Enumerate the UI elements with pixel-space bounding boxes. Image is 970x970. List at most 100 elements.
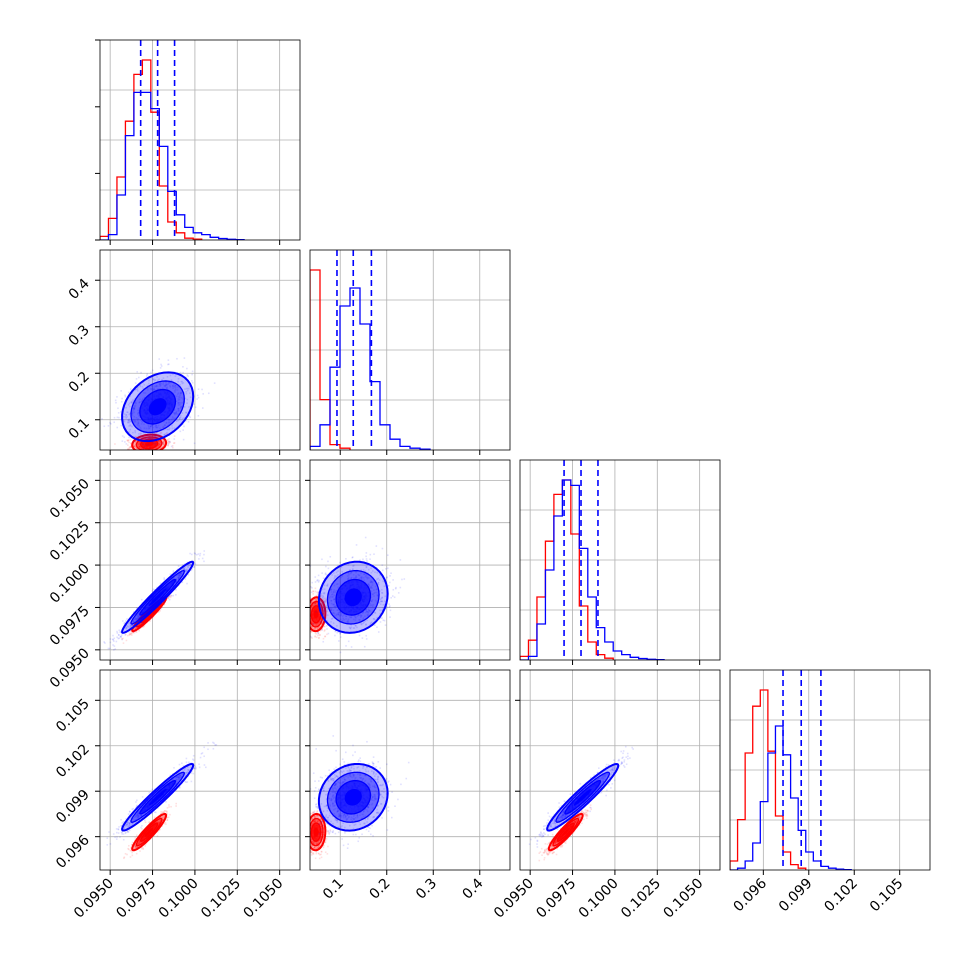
scatter-point — [155, 446, 157, 448]
scatter-point — [149, 446, 151, 449]
scatter-point — [144, 438, 147, 440]
scatter-point — [387, 554, 389, 556]
scatter-point — [182, 365, 184, 368]
scatter-point — [150, 448, 152, 450]
scatter-point — [137, 412, 139, 415]
scatter-point — [173, 412, 176, 414]
scatter-point — [322, 637, 325, 640]
scatter-point — [137, 444, 140, 446]
scatter-point — [144, 615, 146, 618]
scatter-point — [133, 411, 136, 414]
scatter-point — [320, 616, 322, 618]
scatter-point — [137, 620, 140, 622]
scatter-point — [146, 444, 148, 446]
scatter-point — [191, 559, 194, 562]
scatter-point — [186, 402, 188, 405]
scatter-point — [123, 413, 126, 415]
scatter-point — [127, 444, 129, 446]
scatter-point — [176, 568, 179, 571]
scatter-point — [177, 565, 180, 567]
scatter-point — [368, 609, 370, 612]
scatter-point — [153, 438, 156, 440]
scatter-point — [139, 419, 142, 421]
scatter-point — [115, 640, 118, 643]
scatter-point — [132, 445, 135, 448]
scatter-point — [135, 378, 138, 380]
scatter-point — [317, 622, 320, 625]
scatter-point — [128, 621, 131, 624]
scatter-point — [360, 572, 362, 574]
scatter-point — [160, 441, 162, 444]
scatter-point — [177, 401, 179, 404]
scatter-point — [151, 424, 153, 427]
scatter-point — [154, 436, 157, 438]
scatter-point — [314, 624, 317, 627]
scatter-point — [144, 448, 147, 450]
scatter-point — [161, 442, 164, 445]
scatter-point — [132, 621, 135, 623]
scatter-point — [156, 384, 158, 387]
scatter-point — [320, 602, 322, 605]
scatter-point — [133, 627, 136, 630]
scatter-point — [318, 636, 320, 639]
scatter-point — [201, 388, 203, 391]
scatter-point — [316, 591, 318, 594]
scatter-point — [175, 580, 177, 583]
scatter-point — [160, 451, 162, 453]
density-contour — [310, 605, 322, 624]
scatter-point — [345, 645, 347, 647]
scatter-point — [314, 603, 316, 605]
scatter-point — [184, 569, 186, 572]
scatter-point — [178, 578, 180, 580]
scatter-point — [187, 563, 190, 566]
scatter-point — [163, 433, 166, 436]
scatter-point — [166, 375, 169, 378]
scatter-point — [134, 441, 137, 443]
scatter-point — [185, 570, 187, 573]
scatter-point — [374, 611, 376, 614]
scatter-point — [133, 445, 136, 448]
scatter-point — [131, 401, 134, 404]
scatter-point — [322, 605, 325, 608]
scatter-point — [312, 623, 315, 625]
scatter-point — [316, 603, 319, 606]
scatter-point — [179, 403, 181, 406]
scatter-point — [163, 434, 166, 436]
histogram-step — [310, 287, 431, 450]
scatter-point — [142, 438, 145, 441]
scatter-point — [314, 598, 317, 601]
scatter-point — [316, 604, 319, 607]
scatter-point — [326, 583, 329, 586]
scatter-point — [310, 609, 312, 611]
scatter-point — [179, 396, 181, 399]
scatter-point — [334, 634, 336, 637]
scatter-point — [308, 610, 310, 612]
scatter-point — [157, 606, 159, 609]
scatter-point — [182, 567, 184, 570]
scatter-point — [157, 451, 159, 453]
scatter-point — [312, 622, 314, 625]
scatter-point — [310, 616, 312, 618]
scatter-point — [186, 367, 188, 370]
scatter-point — [120, 390, 122, 392]
scatter-point — [169, 573, 172, 576]
scatter-point — [158, 443, 161, 446]
scatter-point — [311, 605, 313, 607]
scatter-point — [312, 593, 314, 595]
scatter-point — [157, 444, 159, 447]
scatter-point — [134, 421, 137, 423]
scatter-point — [311, 627, 313, 629]
scatter-point — [130, 626, 132, 628]
scatter-point — [157, 444, 160, 447]
scatter-point — [130, 630, 133, 633]
scatter-point — [308, 618, 310, 620]
scatter-point — [332, 591, 335, 594]
panel-background — [310, 460, 510, 660]
scatter-point — [132, 406, 135, 409]
scatter-point — [142, 448, 145, 450]
scatter-point — [324, 625, 326, 628]
scatter-point — [133, 618, 136, 620]
scatter-point — [132, 418, 135, 421]
scatter-point — [129, 446, 131, 448]
